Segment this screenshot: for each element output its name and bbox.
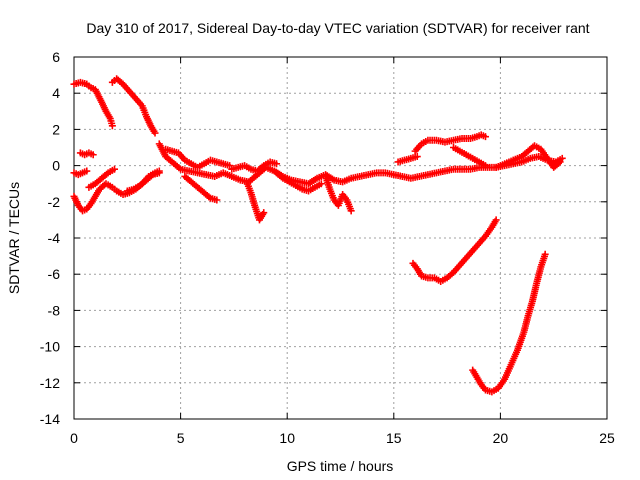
y-tick-label: 4: [52, 85, 60, 101]
y-tick-label: -10: [40, 339, 60, 355]
data-series: [449, 144, 489, 170]
data-point: [273, 160, 281, 168]
data-series: [469, 250, 549, 396]
data-series: [492, 142, 564, 171]
data-series: [85, 165, 119, 191]
data-point: [226, 162, 234, 170]
y-tick-label: -8: [48, 302, 61, 318]
axis-ticks: 0 5 10 15 20 25 -14 -12 -10 -8 -6 -4 -2 0 2 4 6: [40, 49, 615, 446]
data-point: [481, 162, 489, 170]
x-tick-label: 10: [279, 430, 295, 446]
data-series: [181, 172, 221, 204]
x-tick-label: 15: [386, 430, 402, 446]
data-point: [213, 196, 221, 204]
grid-lines: [74, 57, 607, 419]
data-series: [243, 178, 268, 224]
data-series: [411, 131, 489, 155]
data-series: [228, 158, 281, 175]
data-series: [123, 169, 163, 195]
data-series: [108, 75, 159, 137]
x-tick-label: 25: [599, 430, 615, 446]
data-point: [317, 180, 325, 188]
data-points: [70, 75, 566, 396]
data-point: [151, 129, 159, 137]
y-tick-label: 6: [52, 49, 60, 65]
data-point: [481, 133, 489, 141]
chart-title: Day 310 of 2017, Sidereal Day-to-day VTE…: [86, 20, 589, 36]
y-tick-label: -12: [40, 375, 60, 391]
data-point: [89, 151, 97, 159]
data-point: [347, 207, 355, 215]
x-tick-label: 0: [70, 430, 78, 446]
y-axis-label: SDTVAR / TECUs: [6, 182, 22, 294]
data-series: [70, 78, 116, 130]
data-series: [76, 149, 97, 159]
data-point: [155, 169, 163, 177]
y-tick-label: 2: [52, 121, 60, 137]
data-point: [413, 153, 421, 161]
data-point: [556, 158, 564, 166]
y-tick-label: 0: [52, 158, 60, 174]
data-series: [322, 172, 355, 215]
y-tick-label: -14: [40, 411, 60, 427]
data-point: [492, 216, 500, 224]
data-point: [111, 165, 119, 173]
data-series: [394, 153, 421, 166]
y-tick-label: -6: [48, 266, 61, 282]
x-axis-label: GPS time / hours: [287, 458, 394, 474]
data-point: [83, 167, 91, 175]
x-tick-label: 5: [177, 430, 185, 446]
data-series: [70, 167, 91, 179]
data-series: [162, 145, 234, 171]
data-point: [541, 250, 549, 258]
data-series: [409, 216, 500, 285]
data-point: [558, 154, 566, 162]
y-tick-label: -4: [48, 230, 61, 246]
data-point: [260, 209, 268, 217]
data-point: [108, 122, 116, 130]
x-tick-label: 20: [493, 430, 509, 446]
data-series: [273, 169, 325, 195]
y-tick-label: -2: [48, 194, 61, 210]
